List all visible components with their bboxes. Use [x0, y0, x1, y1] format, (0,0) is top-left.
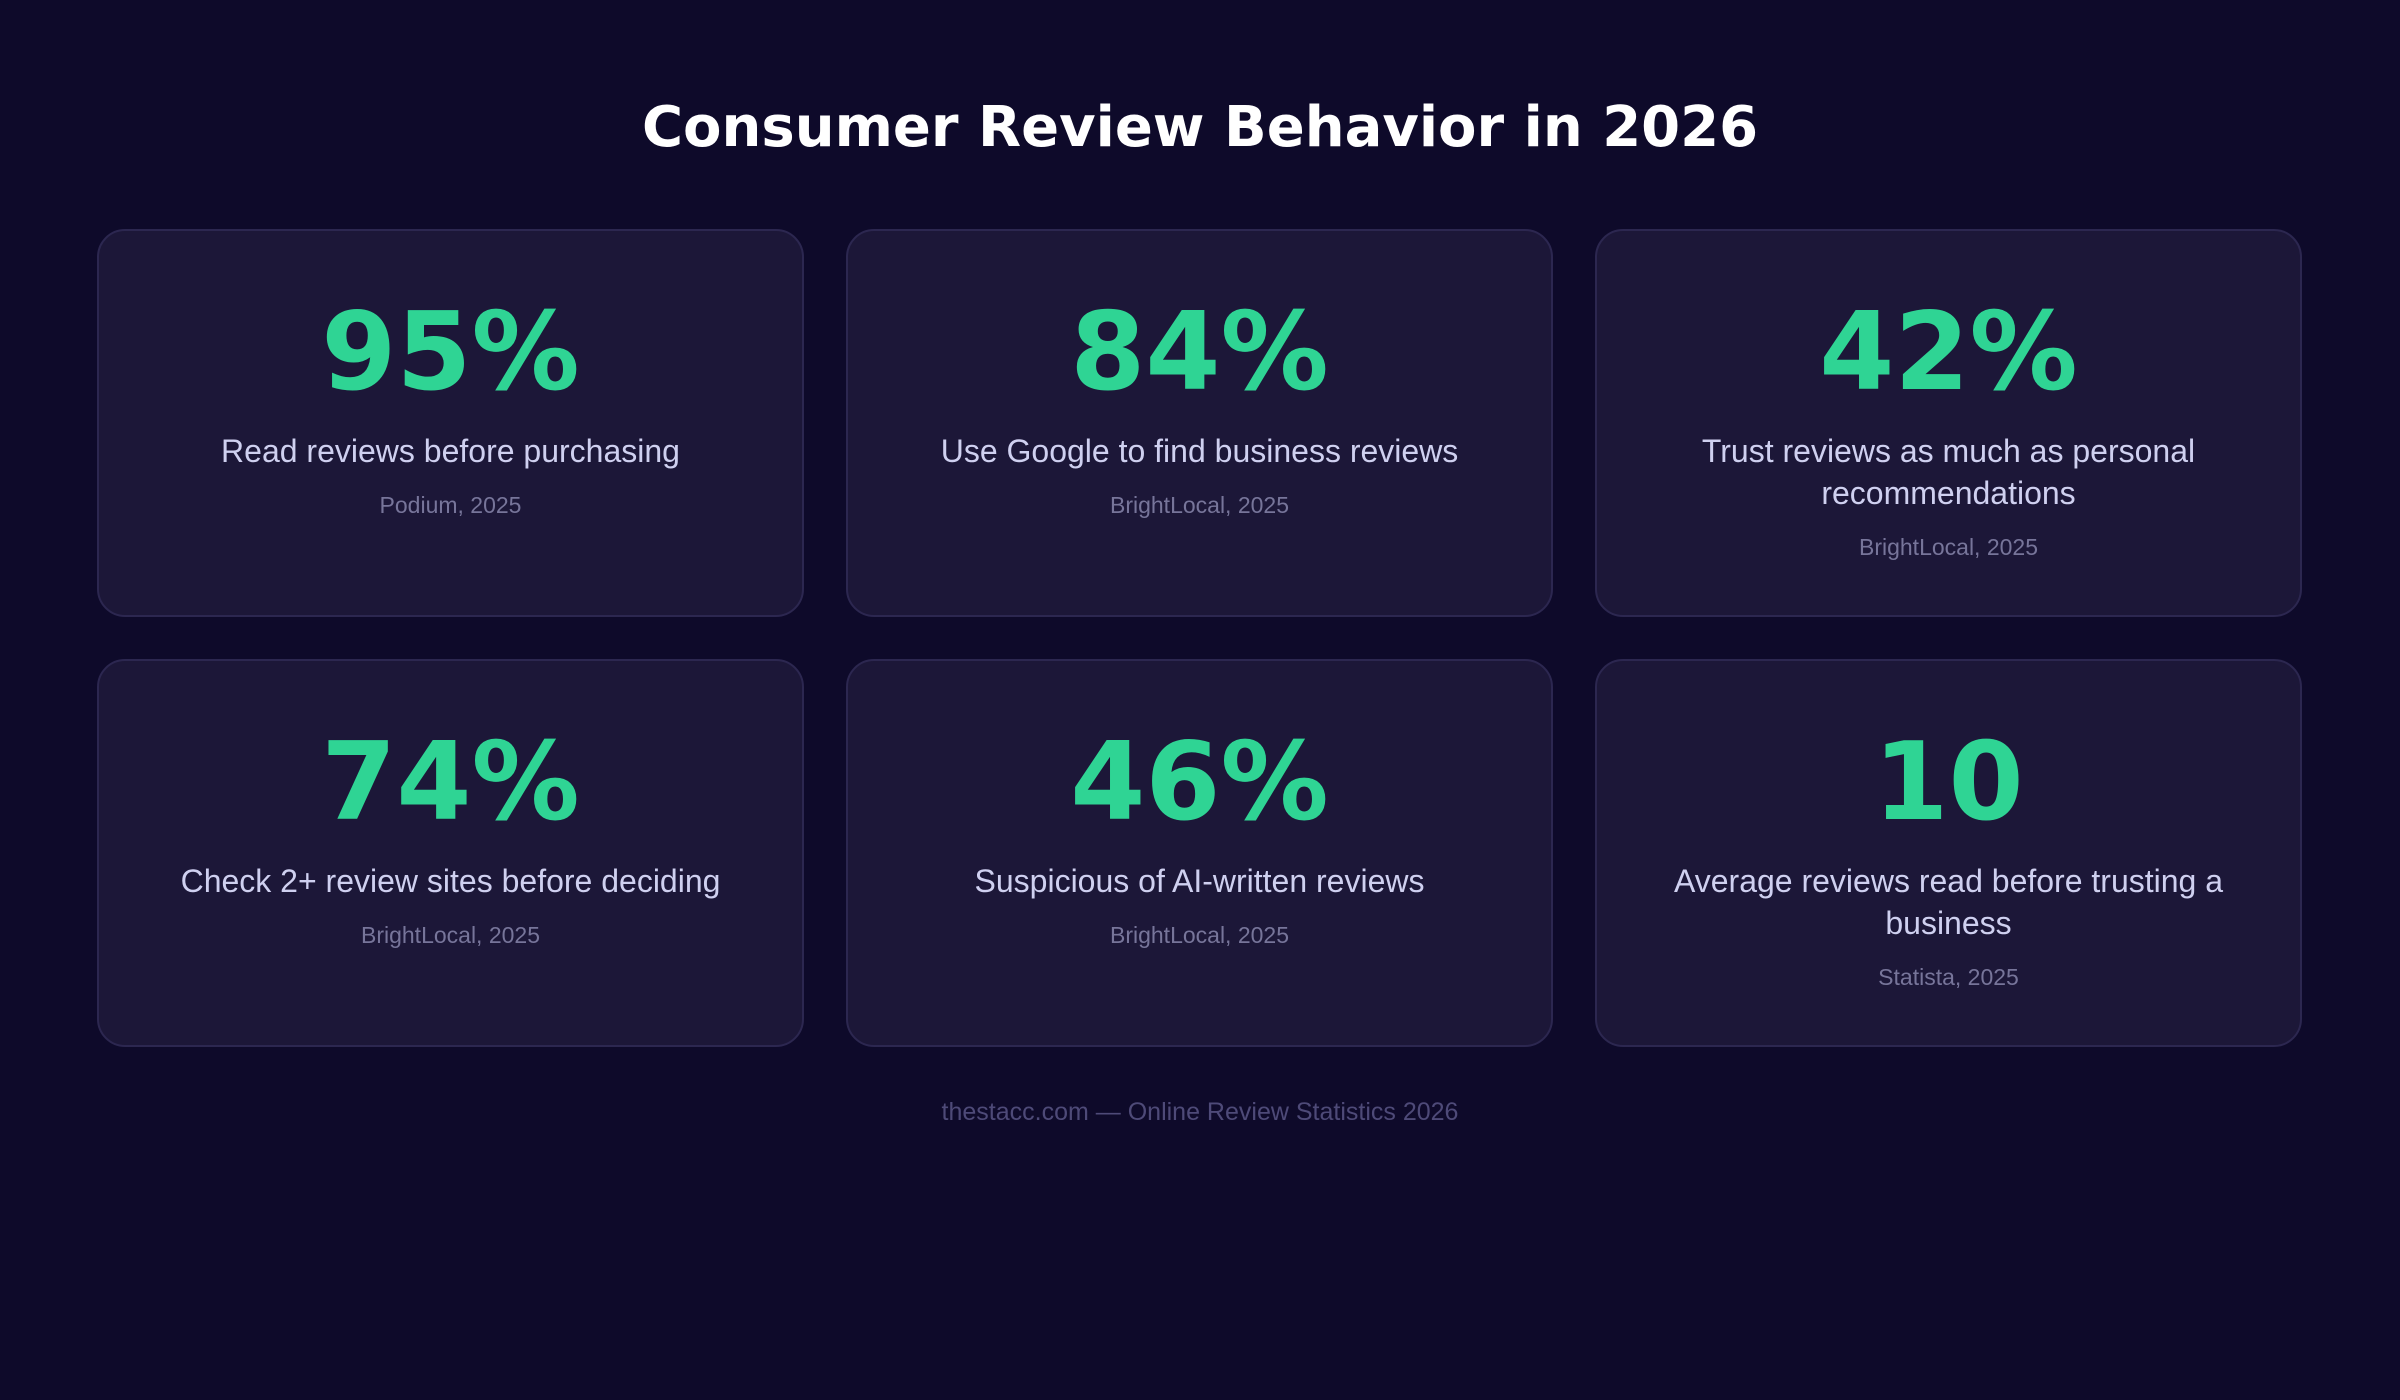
page-title: Consumer Review Behavior in 2026	[641, 95, 1759, 160]
stat-description: Suspicious of AI-written reviews	[974, 863, 1425, 899]
stat-source: BrightLocal, 2025	[360, 922, 540, 948]
stat-card: 95% Read reviews before purchasing Podiu…	[97, 229, 804, 617]
stat-value: 95%	[321, 290, 580, 415]
stat-source: BrightLocal, 2025	[1858, 534, 2038, 560]
stat-description: Read reviews before purchasing	[221, 433, 680, 469]
footer-credit: thestacc.com — Online Review Statistics …	[941, 1098, 1459, 1126]
stat-description: Trust reviews as much as personal recomm…	[1701, 433, 2196, 511]
stat-source: BrightLocal, 2025	[1109, 922, 1289, 948]
stat-description: Use Google to find business reviews	[940, 433, 1459, 469]
stat-value: 46%	[1070, 720, 1329, 845]
stat-card: 84% Use Google to find business reviews …	[846, 229, 1553, 617]
stat-card: 74% Check 2+ review sites before decidin…	[97, 659, 804, 1047]
stat-value: 74%	[321, 720, 580, 845]
stat-value: 84%	[1070, 290, 1329, 415]
stat-source: BrightLocal, 2025	[1109, 492, 1289, 518]
stat-source: Podium, 2025	[379, 492, 522, 518]
stat-card: 46% Suspicious of AI-written reviews Bri…	[846, 659, 1553, 1047]
stat-source: Statista, 2025	[1878, 964, 2019, 990]
stat-value: 10	[1873, 720, 2024, 845]
stat-card: 42% Trust reviews as much as personal re…	[1595, 229, 2302, 617]
stat-card: 10 Average reviews read before trusting …	[1595, 659, 2302, 1047]
stat-value: 42%	[1819, 290, 2078, 415]
stat-description: Check 2+ review sites before deciding	[180, 863, 721, 899]
stat-description: Average reviews read before trusting a b…	[1673, 863, 2224, 941]
